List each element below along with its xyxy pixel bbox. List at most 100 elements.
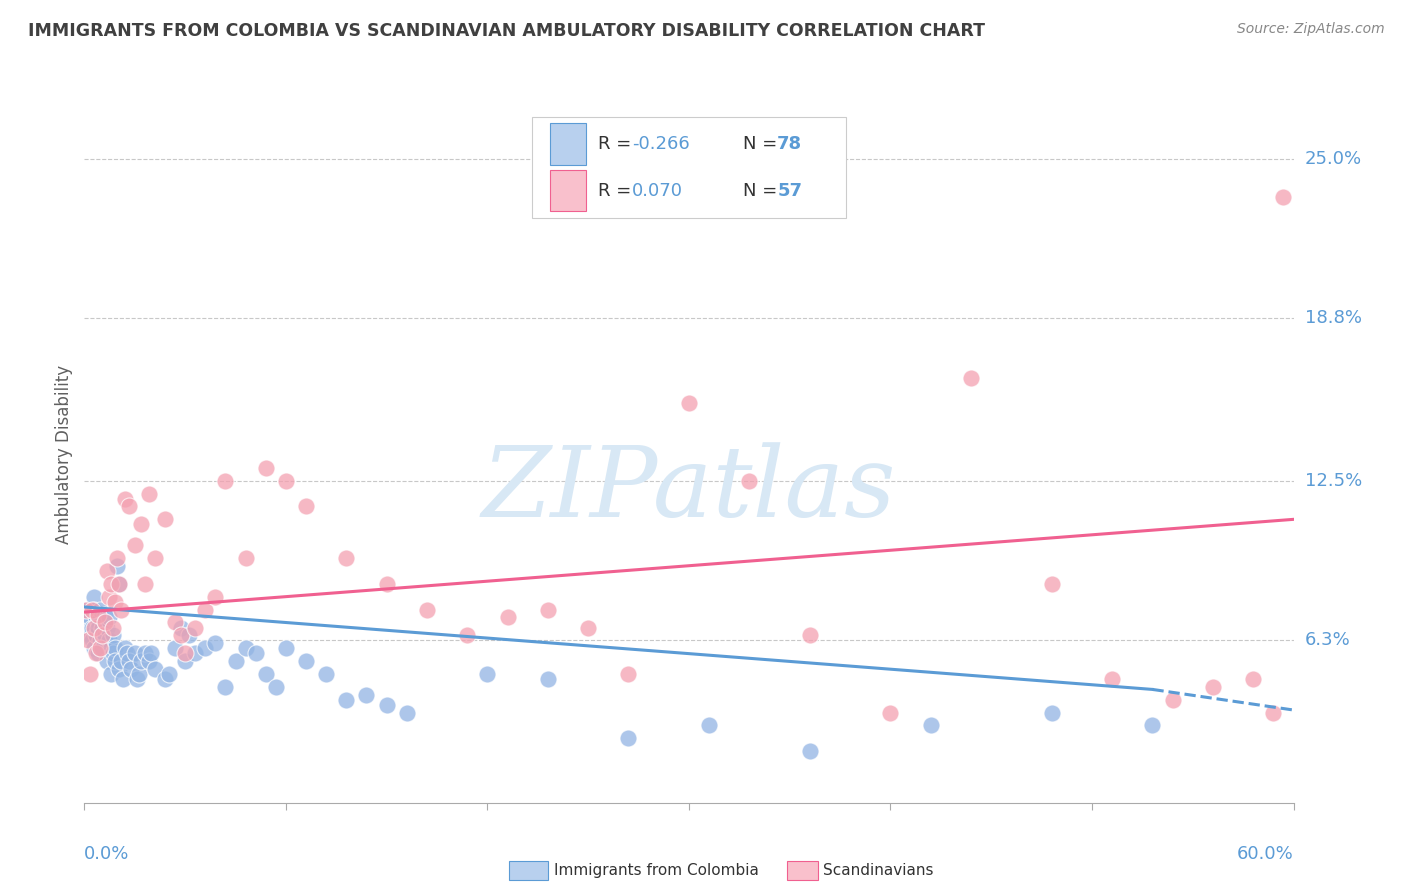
Point xyxy=(295,654,318,668)
Point xyxy=(295,500,318,514)
Point xyxy=(77,633,100,648)
Point xyxy=(91,621,114,635)
Point xyxy=(89,602,111,616)
Text: ZIPatlas: ZIPatlas xyxy=(482,442,896,537)
Text: 57: 57 xyxy=(778,182,803,200)
Point xyxy=(617,667,640,681)
Point xyxy=(96,621,118,635)
Point xyxy=(79,610,101,624)
Point xyxy=(274,474,297,488)
Point xyxy=(1263,706,1285,720)
Point xyxy=(214,680,236,694)
Point xyxy=(697,718,720,732)
Point xyxy=(77,615,100,630)
Point xyxy=(105,551,128,566)
Point xyxy=(86,646,108,660)
Point xyxy=(138,486,160,500)
Text: 12.5%: 12.5% xyxy=(1305,472,1362,490)
Point xyxy=(799,744,821,758)
Point xyxy=(799,628,821,642)
Point xyxy=(79,667,101,681)
Point xyxy=(184,621,207,635)
Point xyxy=(134,646,156,660)
Point xyxy=(115,646,138,660)
Point xyxy=(335,551,357,566)
Point xyxy=(129,654,152,668)
Point xyxy=(138,654,160,668)
Point xyxy=(91,641,114,656)
Point xyxy=(179,628,201,642)
Point xyxy=(1272,190,1295,204)
Point xyxy=(104,641,127,656)
Point xyxy=(194,641,217,656)
Point xyxy=(105,558,128,573)
Point xyxy=(82,621,104,635)
Text: Source: ZipAtlas.com: Source: ZipAtlas.com xyxy=(1237,22,1385,37)
Point xyxy=(576,621,599,635)
Text: 18.8%: 18.8% xyxy=(1305,310,1361,327)
Point xyxy=(235,641,257,656)
Point xyxy=(120,662,142,676)
Point xyxy=(89,641,111,656)
Text: 78: 78 xyxy=(778,135,803,153)
Text: 0.0%: 0.0% xyxy=(84,845,129,863)
Point xyxy=(375,576,398,591)
Point xyxy=(83,602,105,616)
Text: N =: N = xyxy=(744,135,783,153)
Point xyxy=(395,706,418,720)
Point xyxy=(143,551,166,566)
Point xyxy=(101,646,124,660)
Point xyxy=(254,460,277,475)
Point xyxy=(157,667,180,681)
Point xyxy=(87,607,110,622)
Point xyxy=(93,607,115,622)
Point xyxy=(678,396,700,410)
Point xyxy=(1040,576,1063,591)
Text: 0.070: 0.070 xyxy=(633,182,683,200)
Point xyxy=(82,602,104,616)
Point xyxy=(153,672,176,686)
Point xyxy=(204,590,226,604)
Point xyxy=(165,615,187,630)
Text: 60.0%: 60.0% xyxy=(1237,845,1294,863)
Point xyxy=(1161,692,1184,706)
Point xyxy=(96,564,118,578)
Point xyxy=(139,646,162,660)
Point xyxy=(124,538,146,552)
Text: R =: R = xyxy=(599,182,643,200)
Point xyxy=(86,610,108,624)
Point xyxy=(118,500,141,514)
Point xyxy=(245,646,267,660)
Point xyxy=(82,633,104,648)
Text: IMMIGRANTS FROM COLOMBIA VS SCANDINAVIAN AMBULATORY DISABILITY CORRELATION CHART: IMMIGRANTS FROM COLOMBIA VS SCANDINAVIAN… xyxy=(28,22,986,40)
Point xyxy=(214,474,236,488)
Text: 6.3%: 6.3% xyxy=(1305,632,1350,649)
Point xyxy=(93,628,115,642)
Point xyxy=(101,628,124,642)
Point xyxy=(174,654,197,668)
Point xyxy=(104,595,127,609)
Point xyxy=(128,667,150,681)
Text: Immigrants from Colombia: Immigrants from Colombia xyxy=(554,863,759,878)
Point xyxy=(1241,672,1264,686)
FancyBboxPatch shape xyxy=(550,123,586,165)
Point xyxy=(124,646,146,660)
Point xyxy=(477,667,499,681)
Point xyxy=(335,692,357,706)
Point xyxy=(194,602,217,616)
Point xyxy=(100,576,122,591)
Point xyxy=(170,628,193,642)
Text: -0.266: -0.266 xyxy=(633,135,690,153)
Point xyxy=(114,641,136,656)
Point xyxy=(107,662,129,676)
Point xyxy=(87,646,110,660)
Point xyxy=(170,621,193,635)
Point xyxy=(110,654,132,668)
Y-axis label: Ambulatory Disability: Ambulatory Disability xyxy=(55,366,73,544)
Point xyxy=(107,576,129,591)
Point xyxy=(75,602,97,616)
Point xyxy=(96,654,118,668)
Point xyxy=(91,628,114,642)
Point xyxy=(537,672,560,686)
FancyBboxPatch shape xyxy=(531,118,846,219)
